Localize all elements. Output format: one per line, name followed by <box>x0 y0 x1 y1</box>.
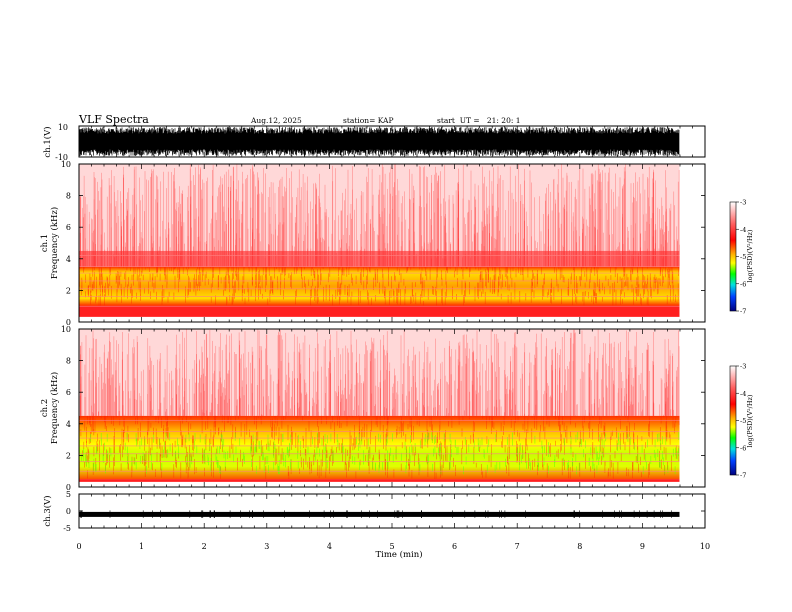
ch3-waveform-frame <box>78 493 706 529</box>
ch2-spec-ylabel-frequency: Frequency (kHz) <box>49 372 60 444</box>
ch2-cb-label--4: -4 <box>740 390 746 398</box>
time-axis-label-3: 3 <box>264 542 269 551</box>
time-axis-label-4: 4 <box>327 542 332 551</box>
ch2-spec-ytick-label-0: 0 <box>66 483 71 492</box>
ch2-spectrogram-panel: 0 2 4 6 8 10 ch.2 Frequency (kHz) <box>40 325 706 492</box>
spec-band-texture <box>78 415 680 479</box>
ch1-colorbar: -3 -4 -5 -6 -7 log(PSD)(V²/Hz) <box>729 199 754 316</box>
ch3-ylabel: ch.3(V) <box>42 495 53 526</box>
ch1-waveform-line <box>79 127 680 156</box>
ch2-spec-ytick-label-2: 2 <box>66 451 71 460</box>
ch1-cb-label--5: -5 <box>740 253 746 261</box>
ch2-colorbar: -3 -4 -5 -6 -7 log(PSD)(V²/Hz) <box>729 363 754 480</box>
spec-haze-high <box>79 329 680 416</box>
ch2-cb-label--3: -3 <box>740 363 746 371</box>
ch1-spec-ytick-label-2: 2 <box>66 286 71 295</box>
ch1-waveform-trace <box>79 127 680 156</box>
time-axis-label-10: 10 <box>700 542 710 551</box>
ch1-spec-ytick-label-10: 10 <box>61 160 71 169</box>
time-axis-label-8: 8 <box>577 542 582 551</box>
ch3-waveform-trace <box>79 510 680 518</box>
header-date: Aug.12, 2025 <box>250 116 302 125</box>
ch1-spec-ytick-label-8: 8 <box>66 192 71 201</box>
spec-low-band <box>79 306 680 318</box>
spec-low-band <box>79 479 680 483</box>
ch1-cb-label--3: -3 <box>740 199 746 207</box>
ch3-ytick-label-0: 0 <box>66 507 71 516</box>
ch1-spec-ytick-label-0: 0 <box>66 318 71 327</box>
ch2-colorbar-scale <box>729 365 737 476</box>
ch1-cb-label--7: -7 <box>740 308 746 316</box>
ch1-ytick-bottom: -10 <box>55 153 68 162</box>
header-station: station= KAP <box>343 116 394 125</box>
time-axis-label-5: 5 <box>389 542 394 551</box>
ch2-spec-ytick-label-10: 10 <box>61 325 71 334</box>
ch2-spec-ylabel-channel: ch.2 <box>40 399 50 417</box>
ch2-spec-ytick-label-8: 8 <box>66 357 71 366</box>
ch3-ytick-label--5: -5 <box>63 524 71 533</box>
ch1-spectrogram-image <box>79 164 680 321</box>
ch2-colorbar-label: log(PSD)(V²/Hz) <box>746 394 754 447</box>
ch1-cb-label--4: -4 <box>740 226 746 234</box>
ch1-ylabel: ch.1(V) <box>42 126 53 157</box>
header-start-ut: start UT = 21: 20: 1 <box>437 116 521 125</box>
ch2-cb-label--6: -6 <box>740 444 746 452</box>
time-axis-label-2: 2 <box>202 542 207 551</box>
figure-title: VLF Spectra <box>78 113 149 126</box>
spec-band-texture <box>79 266 679 307</box>
time-axis-label-7: 7 <box>515 542 520 551</box>
time-axis-label-9: 9 <box>640 542 645 551</box>
time-axis-ticks <box>78 126 706 528</box>
ch1-spectrogram-panel: 0 2 4 6 8 10 ch.1 Frequency (kHz) <box>40 160 706 327</box>
ch3-waveform-line <box>79 511 680 517</box>
ch2-spectrogram-image <box>78 329 680 486</box>
ch2-cb-label--5: -5 <box>740 417 746 425</box>
ch1-spec-ytick-label-6: 6 <box>66 223 71 232</box>
time-axis-label-1: 1 <box>139 542 144 551</box>
ch1-spec-ylabel-channel: ch.1 <box>40 234 50 252</box>
ch1-colorbar-scale <box>729 201 737 312</box>
ch1-ytick-top: 10 <box>58 123 68 132</box>
ch2-spec-ytick-label-6: 6 <box>66 388 71 397</box>
time-axis-title: Time (min) <box>375 549 422 560</box>
spec-streaks <box>79 164 680 267</box>
time-axis-label-6: 6 <box>452 542 457 551</box>
time-axis-labels: 0 1 2 3 4 5 6 7 8 9 10 <box>76 542 710 551</box>
ch1-colorbar-label: log(PSD)(V²/Hz) <box>746 229 754 282</box>
time-axis-tick-marks <box>78 126 706 528</box>
ch1-waveform-panel: 10 -10 ch.1(V) <box>42 123 706 162</box>
ch3-waveform-spikes <box>80 510 672 518</box>
ch2-cb-label--7: -7 <box>740 472 746 480</box>
ch1-spec-ytick-label-4: 4 <box>66 255 71 264</box>
ch1-cb-label--6: -6 <box>740 280 746 288</box>
ch3-ytick-label-5: 5 <box>66 490 71 499</box>
ch2-spec-ytick-label-4: 4 <box>66 420 71 429</box>
time-axis-label-0: 0 <box>76 542 81 551</box>
ch1-spec-ylabel-frequency: Frequency (kHz) <box>49 207 60 279</box>
